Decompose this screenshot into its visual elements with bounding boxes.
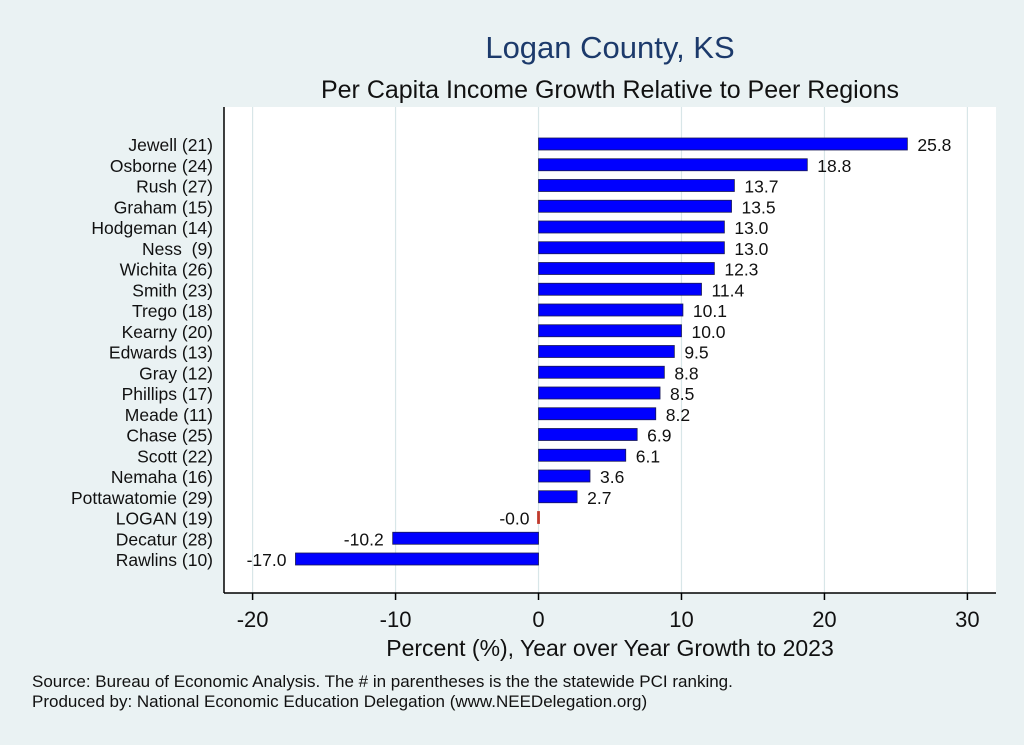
chart-title: Logan County, KS (485, 30, 734, 65)
category-label: Gray (12) (139, 363, 213, 383)
category-label: Graham (15) (114, 197, 213, 217)
x-tick-label: 0 (532, 607, 544, 632)
value-label: 6.9 (647, 426, 671, 446)
category-label: Wichita (26) (120, 260, 213, 280)
bar (538, 407, 657, 421)
category-label: Rawlins (10) (116, 550, 213, 570)
bar (538, 220, 725, 234)
value-label: 3.6 (600, 467, 624, 487)
bar (538, 428, 638, 441)
x-axis-label: Percent (%), Year over Year Growth to 20… (386, 635, 834, 661)
value-label: 13.0 (734, 218, 768, 238)
value-label: 2.7 (587, 488, 611, 508)
bar (538, 282, 702, 296)
bar (538, 324, 682, 338)
category-label: Ness (9) (142, 239, 213, 259)
category-label: Phillips (17) (122, 384, 213, 404)
value-label: 9.5 (684, 343, 708, 363)
x-tick-group: -20 -10 0 10 20 30 (237, 593, 980, 632)
x-tick-label: 30 (955, 607, 979, 632)
bar (538, 179, 735, 192)
category-label: LOGAN (19) (116, 509, 213, 529)
bar (538, 241, 725, 255)
category-label: Rush (27) (136, 177, 213, 197)
x-tick-label: -20 (237, 607, 269, 632)
category-label: Hodgeman (14) (91, 218, 213, 238)
bar (538, 262, 715, 275)
bar (538, 386, 661, 400)
value-label: 11.4 (711, 280, 744, 300)
category-label: Kearny (20) (122, 322, 213, 342)
bar (538, 199, 732, 213)
x-tick-label: -10 (380, 607, 412, 632)
value-label: -17.0 (247, 550, 287, 570)
bar (538, 469, 591, 483)
bar (538, 448, 627, 462)
bar (538, 303, 684, 317)
value-label: 8.2 (666, 405, 690, 425)
x-tick-label: 20 (812, 607, 836, 632)
category-label: Decatur (28) (116, 529, 213, 549)
value-label: 13.5 (742, 197, 776, 217)
value-label: 10.1 (693, 301, 727, 321)
bar (538, 158, 808, 172)
bar (538, 345, 675, 358)
bar (537, 511, 540, 524)
bar (538, 365, 665, 379)
value-label-group: 25.818.813.713.513.013.012.311.410.110.0… (247, 135, 952, 570)
category-label: Meade (11) (125, 405, 213, 425)
value-label: -10.2 (344, 529, 384, 549)
category-label-group: Jewell (21)Osborne (24)Rush (27)Graham (… (71, 135, 213, 570)
bar (295, 552, 539, 566)
category-label: Trego (18) (132, 301, 213, 321)
source-note: Source: Bureau of Economic Analysis. The… (32, 672, 733, 691)
value-label: 12.3 (724, 260, 758, 280)
value-label: 18.8 (817, 156, 851, 176)
value-label: 13.0 (734, 239, 768, 259)
bar (538, 137, 908, 151)
value-label: 8.5 (670, 384, 694, 404)
value-label: 10.0 (691, 322, 725, 342)
value-label: 25.8 (917, 135, 951, 155)
bar-group (295, 137, 908, 566)
value-label: -0.0 (499, 509, 529, 529)
producer-note: Produced by: National Economic Education… (32, 692, 648, 711)
value-label: 13.7 (744, 177, 778, 197)
category-label: Edwards (13) (109, 343, 213, 363)
category-label: Nemaha (16) (111, 467, 213, 487)
value-label: 6.1 (636, 446, 660, 466)
bar (538, 490, 578, 504)
category-label: Chase (25) (126, 426, 213, 446)
category-label: Pottawatomie (29) (71, 488, 213, 508)
x-tick-label: 10 (669, 607, 693, 632)
value-label: 8.8 (674, 363, 698, 383)
chart-subtitle: Per Capita Income Growth Relative to Pee… (321, 76, 899, 104)
category-label: Osborne (24) (110, 156, 213, 176)
category-label: Scott (22) (137, 446, 213, 466)
category-label: Jewell (21) (128, 135, 213, 155)
category-label: Smith (23) (132, 280, 213, 300)
bar (392, 531, 539, 545)
